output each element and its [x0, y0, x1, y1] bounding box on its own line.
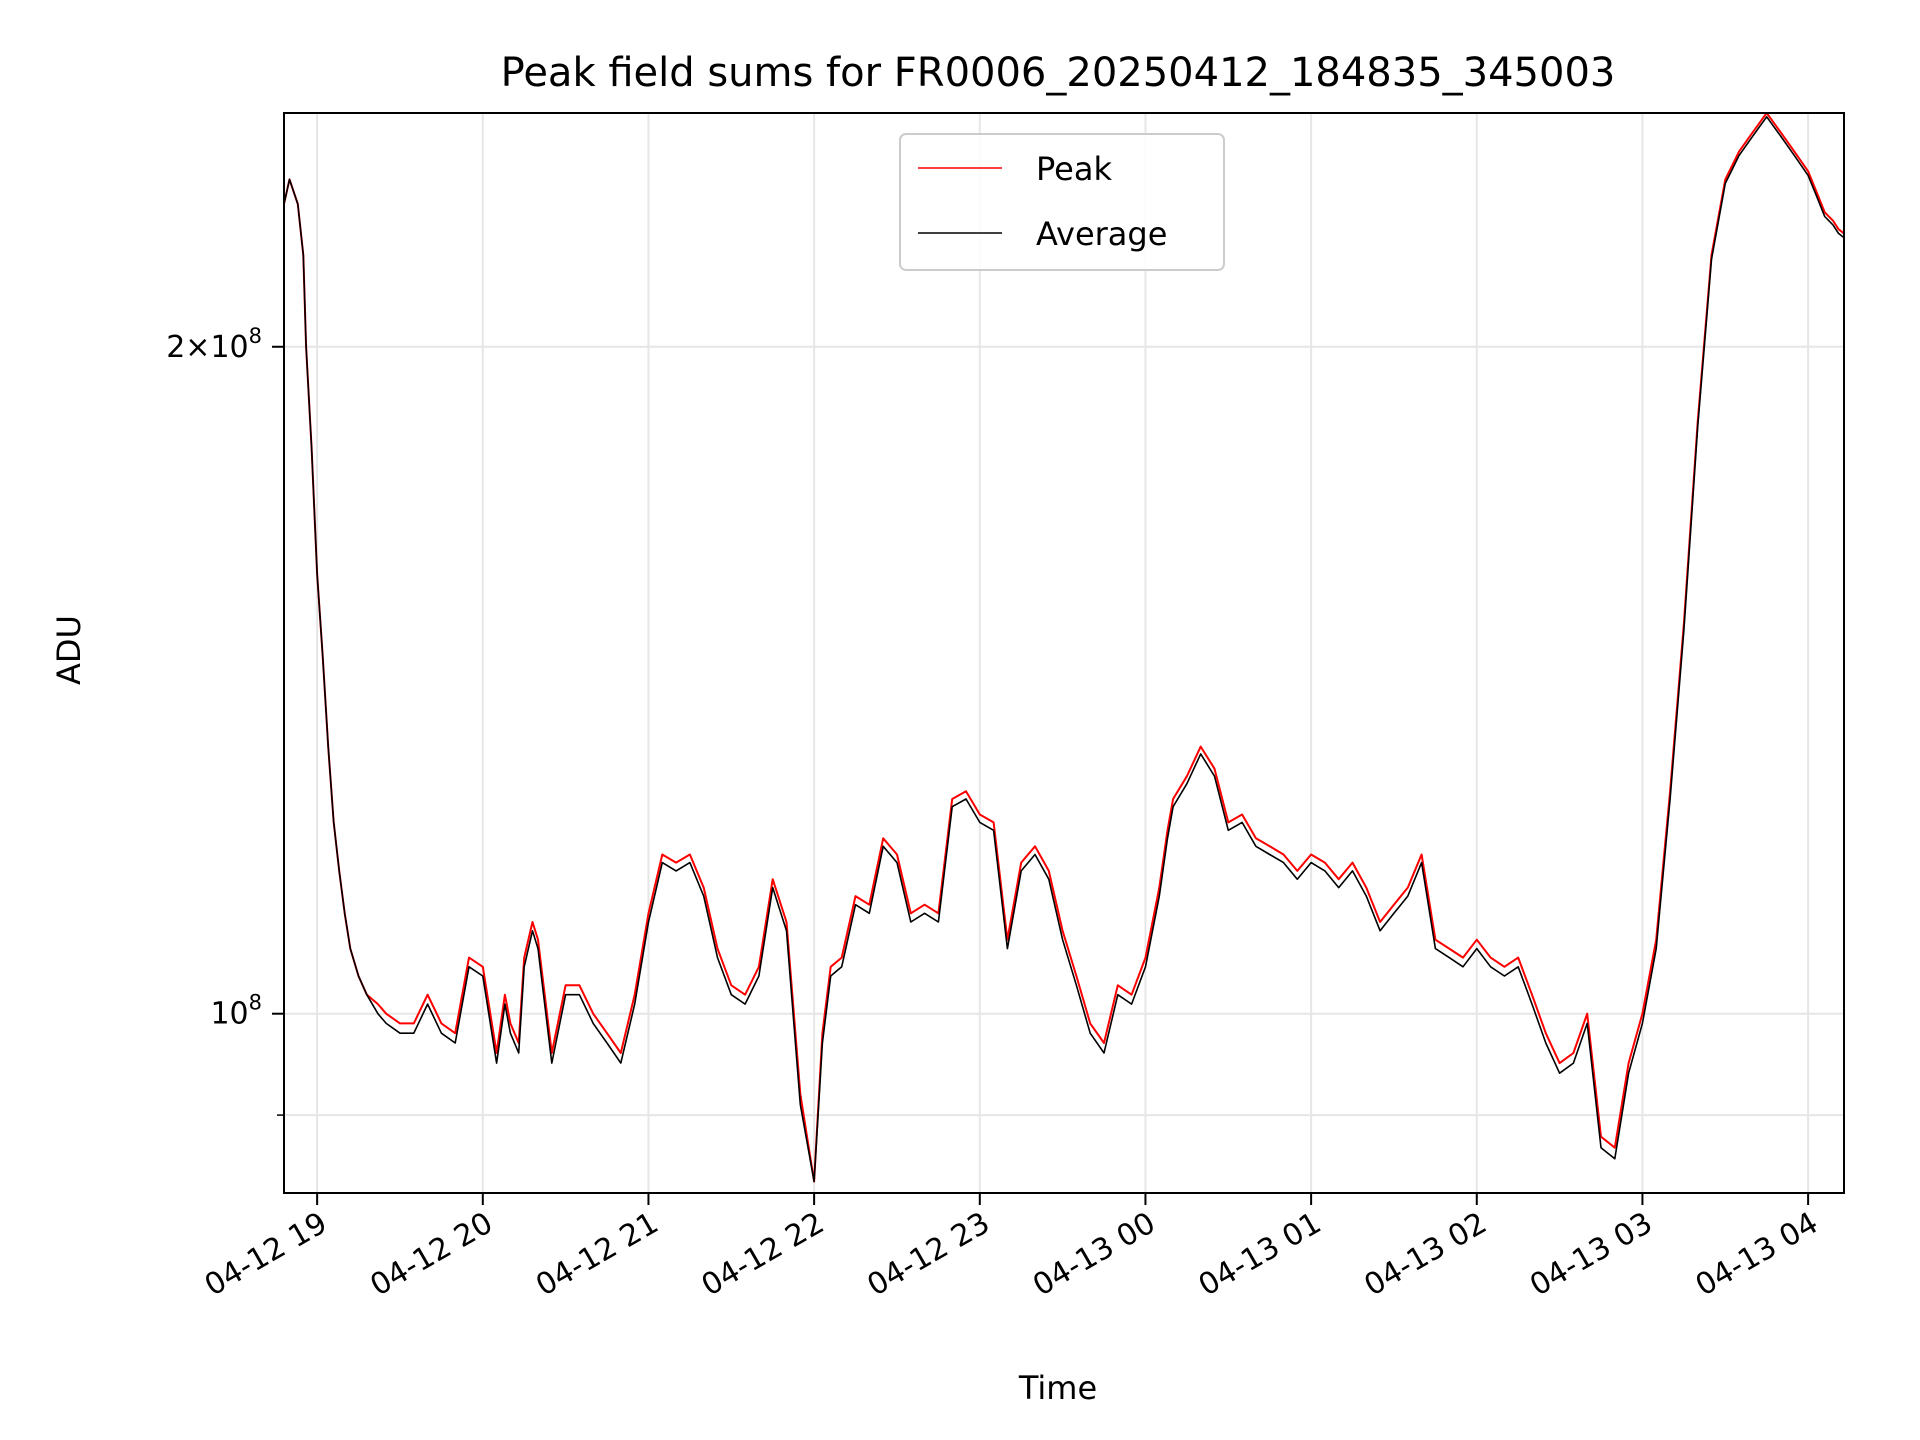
series-line-average: [283, 116, 1845, 1183]
legend-peak-label: Peak: [1036, 150, 1112, 188]
y-axis-label: ADU: [50, 615, 88, 685]
y-tick-label: 2×108: [166, 324, 262, 365]
axis-ticks: [272, 345, 1810, 1205]
y-tick-label: 108: [210, 991, 262, 1032]
series-line-peak: [283, 112, 1845, 1183]
y-tick-labels: 108 2×108: [166, 324, 262, 1032]
legend: Peak Average: [899, 133, 1225, 271]
legend-average-label: Average: [1036, 215, 1167, 253]
chart-title: Peak field sums for FR0006_20250412_1848…: [501, 50, 1616, 96]
series-lines: [283, 112, 1845, 1183]
grid: [284, 113, 1844, 1193]
plot-frame: [283, 112, 1845, 1194]
x-axis-label: Time: [1018, 1369, 1097, 1407]
